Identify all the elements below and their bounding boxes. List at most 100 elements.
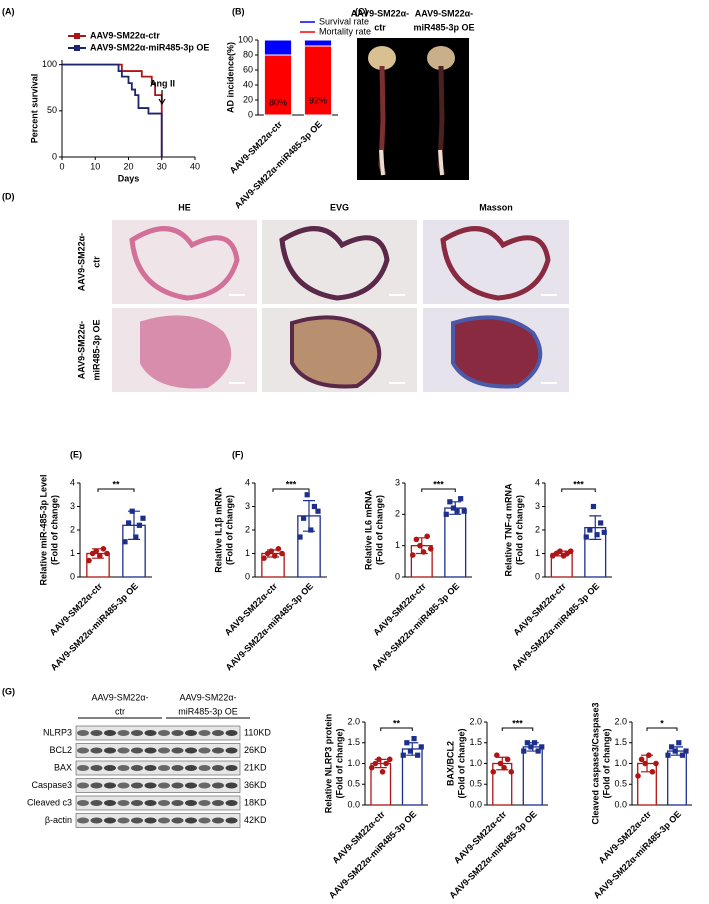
y-tick-label: 0 xyxy=(248,109,253,119)
data-point xyxy=(665,752,671,758)
annotation: Ang II xyxy=(150,78,175,88)
vessel-ring xyxy=(440,226,551,301)
blot-band xyxy=(117,747,130,754)
annotation-arrow xyxy=(158,90,166,106)
blot-band xyxy=(104,782,116,789)
y-axis-label: BAX/BCL2 xyxy=(445,741,455,786)
significance-bracket xyxy=(380,727,413,731)
y-tick-label: 0 xyxy=(245,571,250,581)
histology-row: AAV9-SM22α- xyxy=(76,321,86,379)
blot-band xyxy=(77,765,89,771)
y-tick-label: 1.0 xyxy=(347,758,360,768)
blot-band xyxy=(212,730,224,736)
data-point xyxy=(443,511,449,517)
data-point xyxy=(86,557,92,564)
aorta-end xyxy=(379,149,385,176)
blot-band xyxy=(212,800,224,806)
y-tick-label: 2 xyxy=(395,509,400,519)
data-point xyxy=(590,503,597,510)
blot-band xyxy=(212,782,224,789)
data-point xyxy=(601,529,607,535)
data-point xyxy=(567,548,574,554)
data-point xyxy=(417,542,423,549)
y-axis-label: Relative miR-485-3p Level xyxy=(38,474,48,585)
data-point xyxy=(93,548,99,554)
panel-label: (D) xyxy=(2,191,15,201)
data-point xyxy=(535,748,541,754)
data-point xyxy=(133,534,139,540)
blot-row: NLRP3 xyxy=(43,727,72,737)
y-tick-label: 40 xyxy=(243,79,253,89)
y-tick-label: 100 xyxy=(238,34,253,44)
data-point xyxy=(676,740,682,746)
photo-label: AAV9-SM22α- xyxy=(351,8,409,18)
blot-band xyxy=(225,730,238,736)
blot-row: BAX xyxy=(54,762,72,772)
data-point xyxy=(454,508,460,514)
data-point xyxy=(504,756,511,763)
y-axis-label: Cleaved caspase3/Caspase3 xyxy=(590,702,600,824)
vessel-ring xyxy=(279,226,390,301)
scale-bar xyxy=(229,382,245,384)
significance-bracket xyxy=(561,488,596,492)
y-axis-label: Relative TNF-α mRNA xyxy=(503,483,513,577)
significance: *** xyxy=(433,479,444,489)
data-point xyxy=(653,760,659,767)
y-tick-label: 2.0 xyxy=(347,716,360,726)
blot-band xyxy=(158,747,170,754)
y-axis-label: (Fold of change) xyxy=(601,729,611,799)
blot-group: AAV9-SM22α- xyxy=(179,692,236,702)
y-tick-label: 0.5 xyxy=(469,779,482,789)
significance-bracket xyxy=(646,727,678,731)
data-point xyxy=(418,744,424,750)
x-tick-label: 0 xyxy=(59,161,64,171)
blot-band xyxy=(171,817,184,824)
blot-band xyxy=(185,817,197,824)
data-point xyxy=(268,548,275,554)
data-point xyxy=(272,553,278,559)
y-tick-label: 1 xyxy=(535,548,540,558)
data-point xyxy=(413,536,420,543)
y-tick-label: 1 xyxy=(70,548,75,558)
data-point xyxy=(447,499,453,505)
data-point xyxy=(261,555,267,561)
blot-band xyxy=(117,800,130,806)
data-point xyxy=(508,769,515,775)
value-label: 92% xyxy=(309,96,327,106)
data-point xyxy=(104,550,110,557)
y-axis-label: (Fold of change) xyxy=(334,729,344,799)
y-tick-label: 3 xyxy=(70,501,75,511)
vessel-lumen xyxy=(451,315,543,389)
blot-band xyxy=(90,765,103,771)
photo-label: AAV9-SM22α- xyxy=(415,8,473,18)
histology-row: AAV9-SM22α- xyxy=(76,233,86,291)
legend-marker xyxy=(74,45,80,51)
panel-label: (A) xyxy=(2,6,15,16)
y-tick-label: 1.5 xyxy=(469,737,482,747)
y-axis-label: (Fold of change) xyxy=(49,495,59,565)
y-tick-label: 50 xyxy=(47,105,57,115)
vessel-lumen xyxy=(290,315,382,389)
data-point xyxy=(490,769,497,775)
blot-band xyxy=(144,817,157,824)
data-point xyxy=(528,744,534,750)
data-point xyxy=(539,744,545,750)
y-tick-label: 0 xyxy=(70,571,75,581)
scale-bar xyxy=(389,294,405,296)
y-tick-label: 1.0 xyxy=(469,758,482,768)
aortic-arch xyxy=(427,46,455,70)
blot-band xyxy=(117,765,130,771)
data-point xyxy=(587,527,593,533)
blot-band xyxy=(117,782,130,789)
x-tick-label: 40 xyxy=(190,161,200,171)
data-point xyxy=(415,752,421,758)
blot-band xyxy=(77,800,89,806)
data-point xyxy=(494,752,500,758)
data-point xyxy=(461,508,467,514)
blot-band xyxy=(158,782,170,789)
data-point xyxy=(521,748,527,754)
y-tick-label: 2 xyxy=(245,524,250,534)
y-tick-label: 0.5 xyxy=(347,779,360,789)
blot-band xyxy=(198,800,211,806)
